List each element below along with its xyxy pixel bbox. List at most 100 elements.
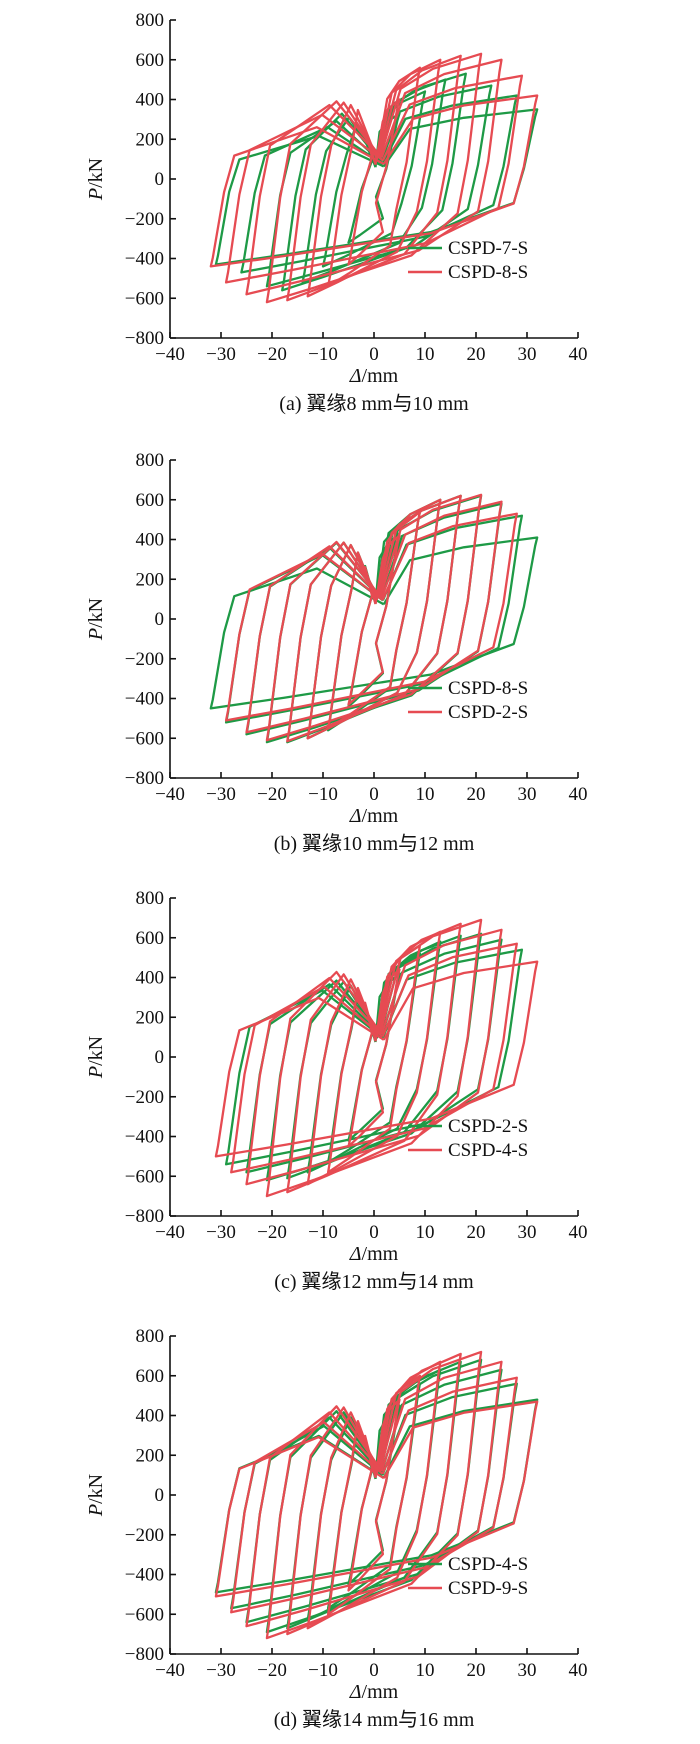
y-tick-label: 600 — [136, 50, 165, 71]
y-tick-label: 600 — [136, 928, 165, 949]
y-tick-label: 800 — [136, 10, 165, 31]
legend-entry: CSPD-2-S — [448, 1116, 528, 1137]
y-tick-label: 400 — [136, 1406, 165, 1427]
y-tick-label: −800 — [125, 768, 164, 789]
y-tick-label: 0 — [155, 609, 165, 630]
hysteresis-loop — [224, 512, 518, 722]
hysteresis-loop — [230, 942, 518, 1174]
x-tick-label: −40 — [155, 1660, 185, 1681]
x-tick-label: 10 — [416, 1222, 435, 1243]
y-tick-label: 600 — [136, 490, 165, 511]
x-tick-label: 10 — [416, 784, 435, 805]
y-tick-label: −200 — [125, 1087, 164, 1108]
x-tick-label: 10 — [416, 1660, 435, 1681]
y-tick-label: 800 — [136, 450, 165, 471]
x-tick-label: 40 — [569, 1660, 588, 1681]
y-tick-label: −800 — [125, 1206, 164, 1227]
y-tick-label: 200 — [136, 1445, 165, 1466]
series-CSPD-4-S — [214, 918, 539, 1198]
y-tick-label: 200 — [136, 569, 165, 590]
x-tick-label: −10 — [308, 344, 338, 365]
x-tick-label: −20 — [257, 344, 287, 365]
hysteresis-loop — [347, 1398, 401, 1592]
x-tick-label: −20 — [257, 1660, 287, 1681]
y-axis-label: P/kN — [85, 158, 107, 201]
x-tick-label: 10 — [416, 344, 435, 365]
x-axis-label: Δ/mm — [349, 1243, 399, 1265]
x-tick-label: −20 — [257, 784, 287, 805]
x-tick-label: 0 — [369, 1222, 379, 1243]
hysteresis-loop — [326, 510, 422, 730]
x-tick-label: 20 — [467, 784, 486, 805]
series-CSPD-8-S — [209, 52, 539, 304]
x-tick-label: 20 — [467, 344, 486, 365]
x-tick-label: −30 — [206, 344, 236, 365]
x-tick-label: −30 — [206, 1660, 236, 1681]
y-tick-label: −400 — [125, 1127, 164, 1148]
x-tick-label: 0 — [369, 1660, 379, 1681]
y-tick-label: 400 — [136, 90, 165, 111]
x-tick-label: 20 — [467, 1222, 486, 1243]
x-tick-label: −30 — [206, 1222, 236, 1243]
legend: CSPD-7-S CSPD-8-S — [408, 238, 528, 283]
y-tick-label: −800 — [125, 1644, 164, 1665]
hysteresis-loop — [245, 58, 503, 296]
y-tick-label: −600 — [125, 288, 164, 309]
y-axis-label: P/kN — [85, 598, 107, 641]
y-tick-label: 200 — [136, 129, 165, 150]
x-tick-label: −40 — [155, 1222, 185, 1243]
x-tick-label: 40 — [569, 344, 588, 365]
legend-entry: CSPD-7-S — [448, 238, 528, 259]
x-tick-label: −10 — [308, 784, 338, 805]
legend: CSPD-8-S CSPD-2-S — [408, 678, 528, 723]
hysteresis-loop — [326, 66, 422, 288]
y-tick-label: −600 — [125, 728, 164, 749]
x-tick-label: 0 — [369, 784, 379, 805]
legend: CSPD-4-S CSPD-9-S — [408, 1554, 528, 1599]
y-tick-label: −200 — [125, 209, 164, 230]
x-axis-label: Δ/mm — [349, 365, 399, 387]
x-tick-label: 40 — [569, 784, 588, 805]
panel-caption: (c) 翼缘12 mm与14 mm — [274, 1270, 474, 1293]
x-tick-label: 30 — [518, 784, 537, 805]
legend-entry: CSPD-9-S — [448, 1578, 528, 1599]
hysteresis-loop — [209, 536, 539, 710]
y-tick-label: 800 — [136, 888, 165, 909]
hysteresis-loop — [265, 1350, 483, 1640]
hysteresis-loop — [265, 918, 483, 1198]
hysteresis-loop — [306, 1368, 442, 1622]
panel-caption: (d) 翼缘14 mm与16 mm — [274, 1708, 475, 1731]
y-axis-label: P/kN — [85, 1474, 107, 1517]
y-tick-label: −400 — [125, 689, 164, 710]
hysteresis-loop — [265, 52, 483, 304]
y-tick-label: 400 — [136, 968, 165, 989]
hysteresis-loop — [224, 74, 524, 284]
y-tick-label: 400 — [136, 530, 165, 551]
x-tick-label: −40 — [155, 344, 185, 365]
legend-entry: CSPD-2-S — [448, 702, 528, 723]
y-tick-label: 800 — [136, 1326, 165, 1347]
hysteresis-loop — [306, 58, 442, 298]
legend-entry: CSPD-8-S — [448, 678, 528, 699]
legend-entry: CSPD-4-S — [448, 1140, 528, 1161]
x-axis-label: Δ/mm — [349, 805, 399, 827]
hysteresis-loop — [265, 493, 483, 742]
legend-entry: CSPD-8-S — [448, 262, 528, 283]
y-tick-label: 0 — [155, 1485, 165, 1506]
y-tick-label: −400 — [125, 1565, 164, 1586]
x-tick-label: −10 — [308, 1222, 338, 1243]
hysteresis-loop — [209, 94, 539, 268]
y-tick-label: −600 — [125, 1604, 164, 1625]
panel-caption: (b) 翼缘10 mm与12 mm — [274, 832, 475, 855]
hysteresis-loop — [286, 494, 462, 743]
x-tick-label: −20 — [257, 1222, 287, 1243]
x-tick-label: 40 — [569, 1222, 588, 1243]
y-tick-label: −800 — [125, 328, 164, 349]
hysteresis-loop — [306, 498, 442, 740]
x-tick-label: −30 — [206, 784, 236, 805]
legend-entry: CSPD-4-S — [448, 1554, 528, 1575]
